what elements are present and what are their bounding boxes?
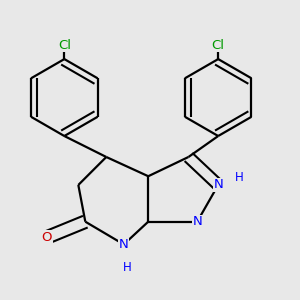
Text: Cl: Cl	[212, 39, 225, 52]
Text: Cl: Cl	[58, 39, 71, 52]
Text: H: H	[123, 261, 132, 274]
Text: H: H	[235, 172, 244, 184]
Text: N: N	[192, 215, 202, 228]
Text: N: N	[213, 178, 223, 191]
Text: N: N	[119, 238, 129, 251]
Text: O: O	[42, 231, 52, 244]
